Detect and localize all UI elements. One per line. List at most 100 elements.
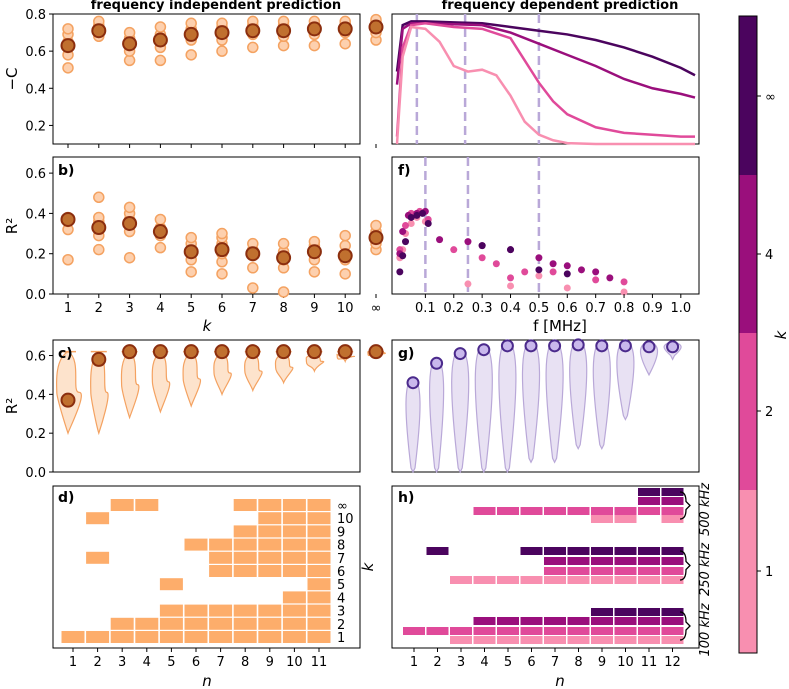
panel-a-point — [123, 54, 136, 67]
panel-a-mean-marker — [276, 23, 292, 39]
colorbar-tick-label: ∞ — [765, 90, 776, 105]
panel-d-cell — [184, 538, 208, 551]
panel-b-mean-marker — [122, 215, 138, 231]
panel-h-cell — [614, 608, 637, 616]
panel-h-frame — [391, 485, 700, 649]
panel-h-cell — [544, 547, 566, 555]
panel-b-ytick-label: 0.0 — [25, 288, 46, 303]
panel-c-ylabel: R² — [3, 398, 21, 414]
panel-c-ytick-label: 0.6 — [25, 350, 46, 365]
panel-h-cell — [591, 617, 613, 625]
panel-h-cell — [614, 576, 637, 584]
colorbar-tick-label: 1 — [765, 565, 773, 580]
panel-h-group-label: 100 kHz — [698, 602, 713, 656]
panel-h-cell — [661, 576, 684, 584]
colorbar-tick-label: 4 — [765, 248, 773, 263]
panel-h-group-label: 250 kHz — [698, 542, 713, 596]
panel-f-point — [620, 288, 628, 296]
panel-f-xtick-label: 0.8 — [614, 301, 635, 316]
panel-d-cell — [233, 604, 257, 617]
panel-f-xtick-label: 0.9 — [642, 301, 663, 316]
colorbar-frame — [738, 15, 758, 654]
panel-h-cell — [614, 636, 637, 644]
panel-h-brace — [679, 491, 691, 520]
panel-h-xtick-label: 5 — [504, 655, 512, 670]
panel-f-point — [535, 266, 543, 274]
panel-d-cell — [184, 631, 208, 643]
panel-b-xtick-label: ∞ — [371, 301, 382, 316]
panel-d-row-label: 5 — [337, 578, 345, 593]
panel-b-xlabel: k — [203, 317, 213, 335]
panel-h-cell — [614, 617, 637, 625]
panel-f-point — [464, 238, 472, 246]
panel-f-xtick-label: 0.6 — [557, 301, 578, 316]
panel-d-cell — [209, 617, 233, 630]
panel-d-cell — [184, 617, 208, 630]
panel-h-cell — [544, 567, 566, 575]
panel-h-cell — [661, 497, 684, 505]
panel-h-cell — [497, 636, 519, 644]
panel-b-point — [247, 282, 259, 294]
panel-c-mean-marker — [60, 392, 76, 408]
panel-c-violin — [244, 350, 263, 393]
panel-a-mean-marker — [337, 21, 353, 37]
panel-h-cell — [403, 627, 425, 635]
panel-f-point — [450, 246, 458, 254]
panel-d-xtick-label: 6 — [192, 655, 200, 670]
panel-c-violin — [55, 350, 82, 436]
panel-c-violin — [274, 350, 294, 385]
panel-h-cell — [661, 617, 684, 625]
colorbar-segment — [739, 175, 757, 333]
panel-h-cell — [567, 567, 590, 575]
panel-a-point — [185, 17, 197, 30]
panel-a-point — [339, 37, 351, 50]
panel-d-cell — [209, 565, 233, 577]
panel-d-cell — [258, 499, 282, 511]
panel-d-cell — [258, 551, 282, 564]
panel-b-ytick-label: 0.4 — [25, 207, 46, 222]
panel-h-cell — [591, 515, 613, 523]
panel-h-cell — [567, 636, 590, 644]
panel-b-xtick-label: 6 — [218, 301, 226, 316]
panel-g-violin — [405, 376, 421, 474]
panel-b-xtick-label: 1 — [64, 301, 72, 316]
panel-b-mean-marker — [245, 246, 261, 262]
panel-f-point — [592, 276, 600, 284]
panel-d-cell — [258, 512, 282, 525]
panel-h-cell — [638, 608, 660, 616]
panel-h-cell — [544, 617, 566, 625]
panel-d-cell — [307, 538, 331, 551]
panel-g-mean-marker — [548, 339, 562, 353]
panel-g-frame — [391, 339, 700, 473]
panel-g-violin — [451, 347, 470, 474]
panel-f-point — [492, 260, 500, 268]
panel-e-series-line — [395, 22, 695, 138]
panel-h-cell — [638, 507, 660, 515]
panel-h-cell — [591, 608, 613, 616]
panel-d-row-label: 8 — [337, 539, 345, 554]
panel-h-cell — [426, 547, 449, 555]
panel-h-cell — [544, 636, 566, 644]
panel-c-mean-marker — [214, 344, 230, 360]
panel-h-cell — [473, 576, 496, 584]
panel-d-cell — [307, 631, 331, 643]
panel-d-xtick-label: 1 — [69, 655, 77, 670]
panel-f-point — [563, 284, 571, 292]
panel-f-point — [402, 238, 410, 246]
panel-b-xtick-label: 5 — [187, 301, 195, 316]
colorbar-segment — [739, 490, 757, 653]
panel-h-cell — [426, 627, 449, 635]
panel-d-cell — [159, 617, 183, 630]
panel-a-point — [154, 54, 167, 67]
panel-b-point — [93, 191, 105, 204]
colorbar-segment — [739, 16, 757, 175]
panel-a-point — [277, 39, 290, 52]
panel-h-cell — [567, 576, 590, 584]
panel-d-cell — [110, 631, 134, 643]
panel-g-mean-marker — [500, 339, 514, 353]
panel-h-cell — [520, 507, 543, 515]
panel-h-brace — [679, 611, 691, 641]
panel-h-cell — [591, 547, 613, 555]
panel-h-cell — [520, 576, 543, 584]
panel-h-cell — [661, 547, 684, 555]
